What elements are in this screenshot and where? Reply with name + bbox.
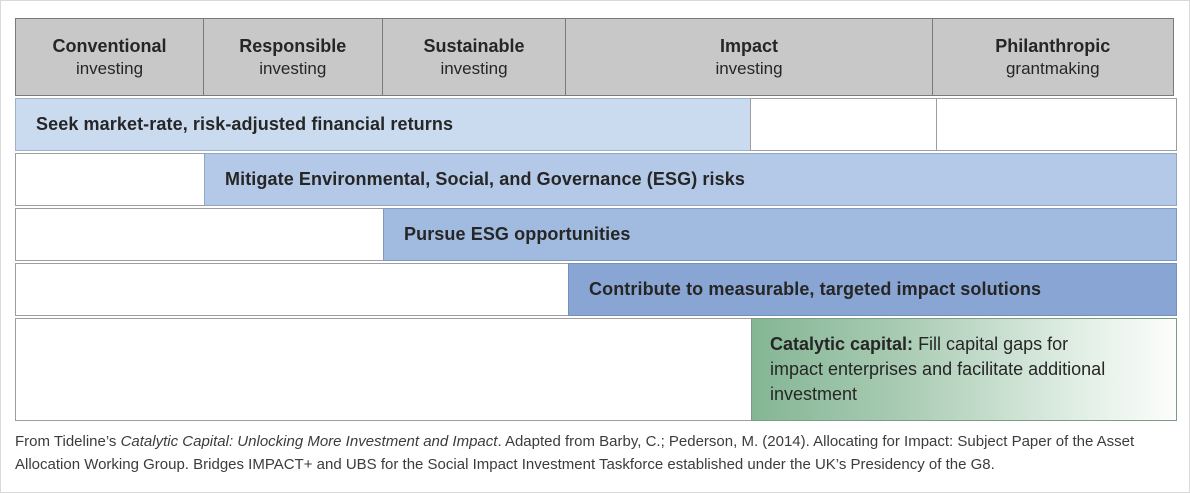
empty-cell-row1-philanthropic (936, 98, 1177, 151)
diagram-canvas: Conventional investing Responsible inves… (15, 18, 1177, 478)
column-title: Philanthropic (995, 35, 1111, 56)
column-header-row: Conventional investing Responsible inves… (15, 18, 1177, 96)
bar-esg-opportunities: Pursue ESG opportunities (383, 208, 1177, 261)
column-subtitle: investing (75, 58, 144, 78)
footnote-part1: From Tideline’s (15, 433, 121, 450)
empty-cell-row3-left (15, 208, 384, 261)
bar-label: Contribute to measurable, targeted impac… (589, 279, 1042, 299)
column-subtitle: grantmaking (1005, 58, 1100, 78)
column-title: Responsible (239, 35, 347, 56)
footnote-part2: . Adapted from Barby, C.; Pederson, M. (… (15, 433, 1135, 473)
column-subtitle: investing (440, 58, 508, 78)
source-footnote: From Tideline’s Catalytic Capital: Unloc… (15, 431, 1170, 476)
empty-cell-row4-left (15, 263, 569, 316)
column-title: Sustainable (423, 35, 525, 56)
empty-cell-row1-impact (750, 98, 937, 151)
bar-label: Pursue ESG opportunities (404, 224, 631, 244)
column-header-philanthropic: Philanthropic grantmaking (931, 18, 1174, 96)
column-title: Impact (719, 35, 779, 56)
bar-market-rate-returns: Seek market-rate, risk-adjusted financia… (15, 98, 751, 151)
empty-cell-row2-conventional (15, 153, 205, 206)
bar-label: Mitigate Environmental, Social, and Gove… (225, 169, 745, 189)
column-subtitle: investing (259, 58, 327, 78)
catalytic-bold-label: Catalytic capital: (770, 334, 914, 355)
catalytic-text: Catalytic capital: Fill capital gaps for… (770, 332, 1121, 406)
column-header-sustainable: Sustainable investing (381, 18, 567, 96)
bar-label: Seek market-rate, risk-adjusted financia… (36, 114, 454, 134)
footnote-italic-title: Catalytic Capital: Unlocking More Invest… (120, 433, 498, 450)
bar-esg-risks: Mitigate Environmental, Social, and Gove… (204, 153, 1177, 206)
column-title: Conventional (52, 35, 167, 56)
catalytic-rest: Fill capital gaps for impact enterprises… (770, 334, 1106, 404)
bar-catalytic-capital: Catalytic capital: Fill capital gaps for… (751, 318, 1177, 421)
column-header-impact: Impact investing (565, 18, 933, 96)
bar-impact-solutions: Contribute to measurable, targeted impac… (568, 263, 1177, 316)
column-header-responsible: Responsible investing (202, 18, 383, 96)
column-subtitle: investing (715, 58, 783, 78)
column-header-conventional: Conventional investing (15, 18, 204, 96)
empty-cell-row5-left (15, 318, 752, 421)
